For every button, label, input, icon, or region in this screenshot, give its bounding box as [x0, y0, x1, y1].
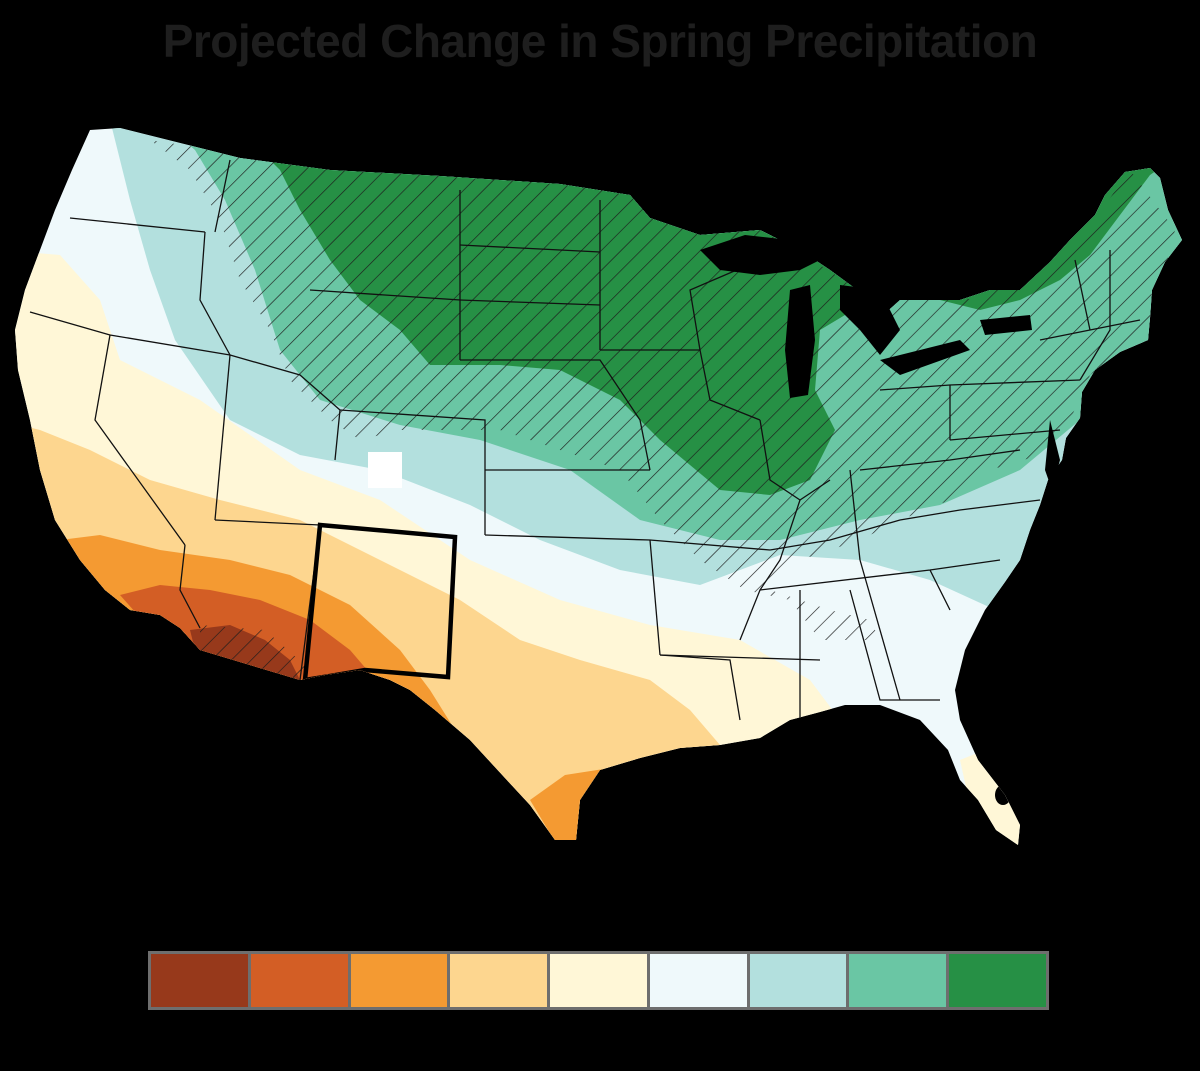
legend-swatch-1: [151, 954, 248, 1007]
lake-okeechobee: [995, 785, 1011, 805]
legend-color-bar: [148, 951, 1049, 1010]
state-boundaries: [29, 159, 1141, 721]
legend-swatch-7: [749, 954, 847, 1007]
lake-huron: [840, 285, 900, 355]
legend-swatch-4: [450, 954, 548, 1007]
zone-light-yellow-florida: [960, 750, 1030, 845]
legend-swatch-9: [949, 954, 1047, 1007]
zone-white-patch: [368, 452, 402, 488]
legend-swatch-2: [250, 954, 348, 1007]
legend-swatch-3: [350, 954, 448, 1007]
legend-swatch-8: [849, 954, 947, 1007]
legend-swatch-5: [550, 954, 647, 1007]
hatched-area: [150, 140, 1175, 640]
lake-ontario: [980, 315, 1032, 335]
legend-swatch-6: [649, 954, 747, 1007]
lake-michigan: [785, 285, 815, 398]
legend-tick-labels: [148, 1018, 1049, 1052]
map-title: Projected Change in Spring Precipitation: [162, 15, 1038, 67]
lake-superior: [700, 235, 820, 275]
chesapeake-bay: [1045, 420, 1060, 490]
lake-erie: [880, 340, 970, 375]
